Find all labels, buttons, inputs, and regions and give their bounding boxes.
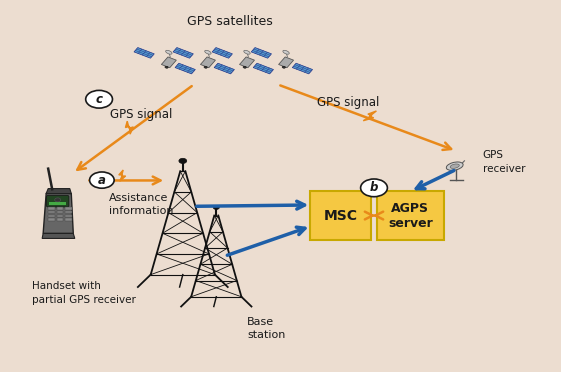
Polygon shape	[240, 57, 255, 68]
Bar	[48, 218, 55, 221]
Polygon shape	[175, 63, 195, 74]
Ellipse shape	[283, 50, 289, 54]
Polygon shape	[251, 48, 272, 58]
Polygon shape	[43, 193, 73, 234]
Text: Base
station: Base station	[247, 317, 286, 340]
Bar	[57, 211, 63, 213]
Ellipse shape	[205, 50, 211, 54]
Ellipse shape	[447, 162, 463, 170]
Ellipse shape	[450, 164, 459, 169]
Ellipse shape	[165, 66, 168, 68]
Polygon shape	[173, 48, 194, 58]
Bar	[65, 211, 72, 213]
FancyBboxPatch shape	[49, 202, 66, 205]
Polygon shape	[162, 57, 176, 68]
FancyBboxPatch shape	[310, 191, 371, 240]
Bar	[48, 211, 55, 213]
Circle shape	[90, 172, 114, 188]
Circle shape	[86, 90, 112, 108]
Bar	[57, 215, 63, 217]
Polygon shape	[292, 63, 312, 74]
Text: GPS signal: GPS signal	[317, 96, 379, 109]
Bar	[65, 218, 72, 221]
Polygon shape	[126, 121, 134, 134]
Circle shape	[213, 205, 219, 209]
Polygon shape	[279, 57, 293, 68]
Ellipse shape	[165, 50, 172, 54]
Circle shape	[55, 198, 61, 202]
Bar	[48, 215, 55, 217]
Bar	[65, 215, 72, 217]
Text: Assistance
information: Assistance information	[109, 193, 173, 216]
Polygon shape	[363, 111, 376, 121]
Polygon shape	[46, 189, 71, 193]
Text: GPS satellites: GPS satellites	[187, 15, 273, 28]
Polygon shape	[134, 48, 154, 58]
Text: c: c	[95, 93, 103, 106]
FancyBboxPatch shape	[47, 195, 69, 207]
Text: a: a	[98, 174, 106, 187]
Polygon shape	[42, 234, 75, 238]
Polygon shape	[253, 63, 274, 74]
FancyBboxPatch shape	[377, 191, 444, 240]
Ellipse shape	[243, 66, 246, 68]
Polygon shape	[119, 170, 126, 181]
Polygon shape	[200, 57, 215, 68]
Circle shape	[361, 179, 388, 197]
Text: AGPS
server: AGPS server	[388, 202, 433, 230]
Bar	[48, 207, 55, 209]
Text: Handset with
partial GPS receiver: Handset with partial GPS receiver	[32, 282, 136, 305]
Ellipse shape	[244, 50, 250, 54]
Bar	[57, 218, 63, 221]
Text: b: b	[370, 181, 378, 194]
Circle shape	[179, 158, 187, 163]
Text: MSC: MSC	[324, 209, 357, 222]
Polygon shape	[214, 63, 234, 74]
Ellipse shape	[204, 66, 207, 68]
Bar	[57, 207, 63, 209]
Text: GPS signal: GPS signal	[111, 108, 173, 121]
Text: GPS
receiver: GPS receiver	[482, 150, 525, 174]
Ellipse shape	[282, 66, 286, 68]
Bar	[65, 207, 72, 209]
Polygon shape	[212, 48, 232, 58]
